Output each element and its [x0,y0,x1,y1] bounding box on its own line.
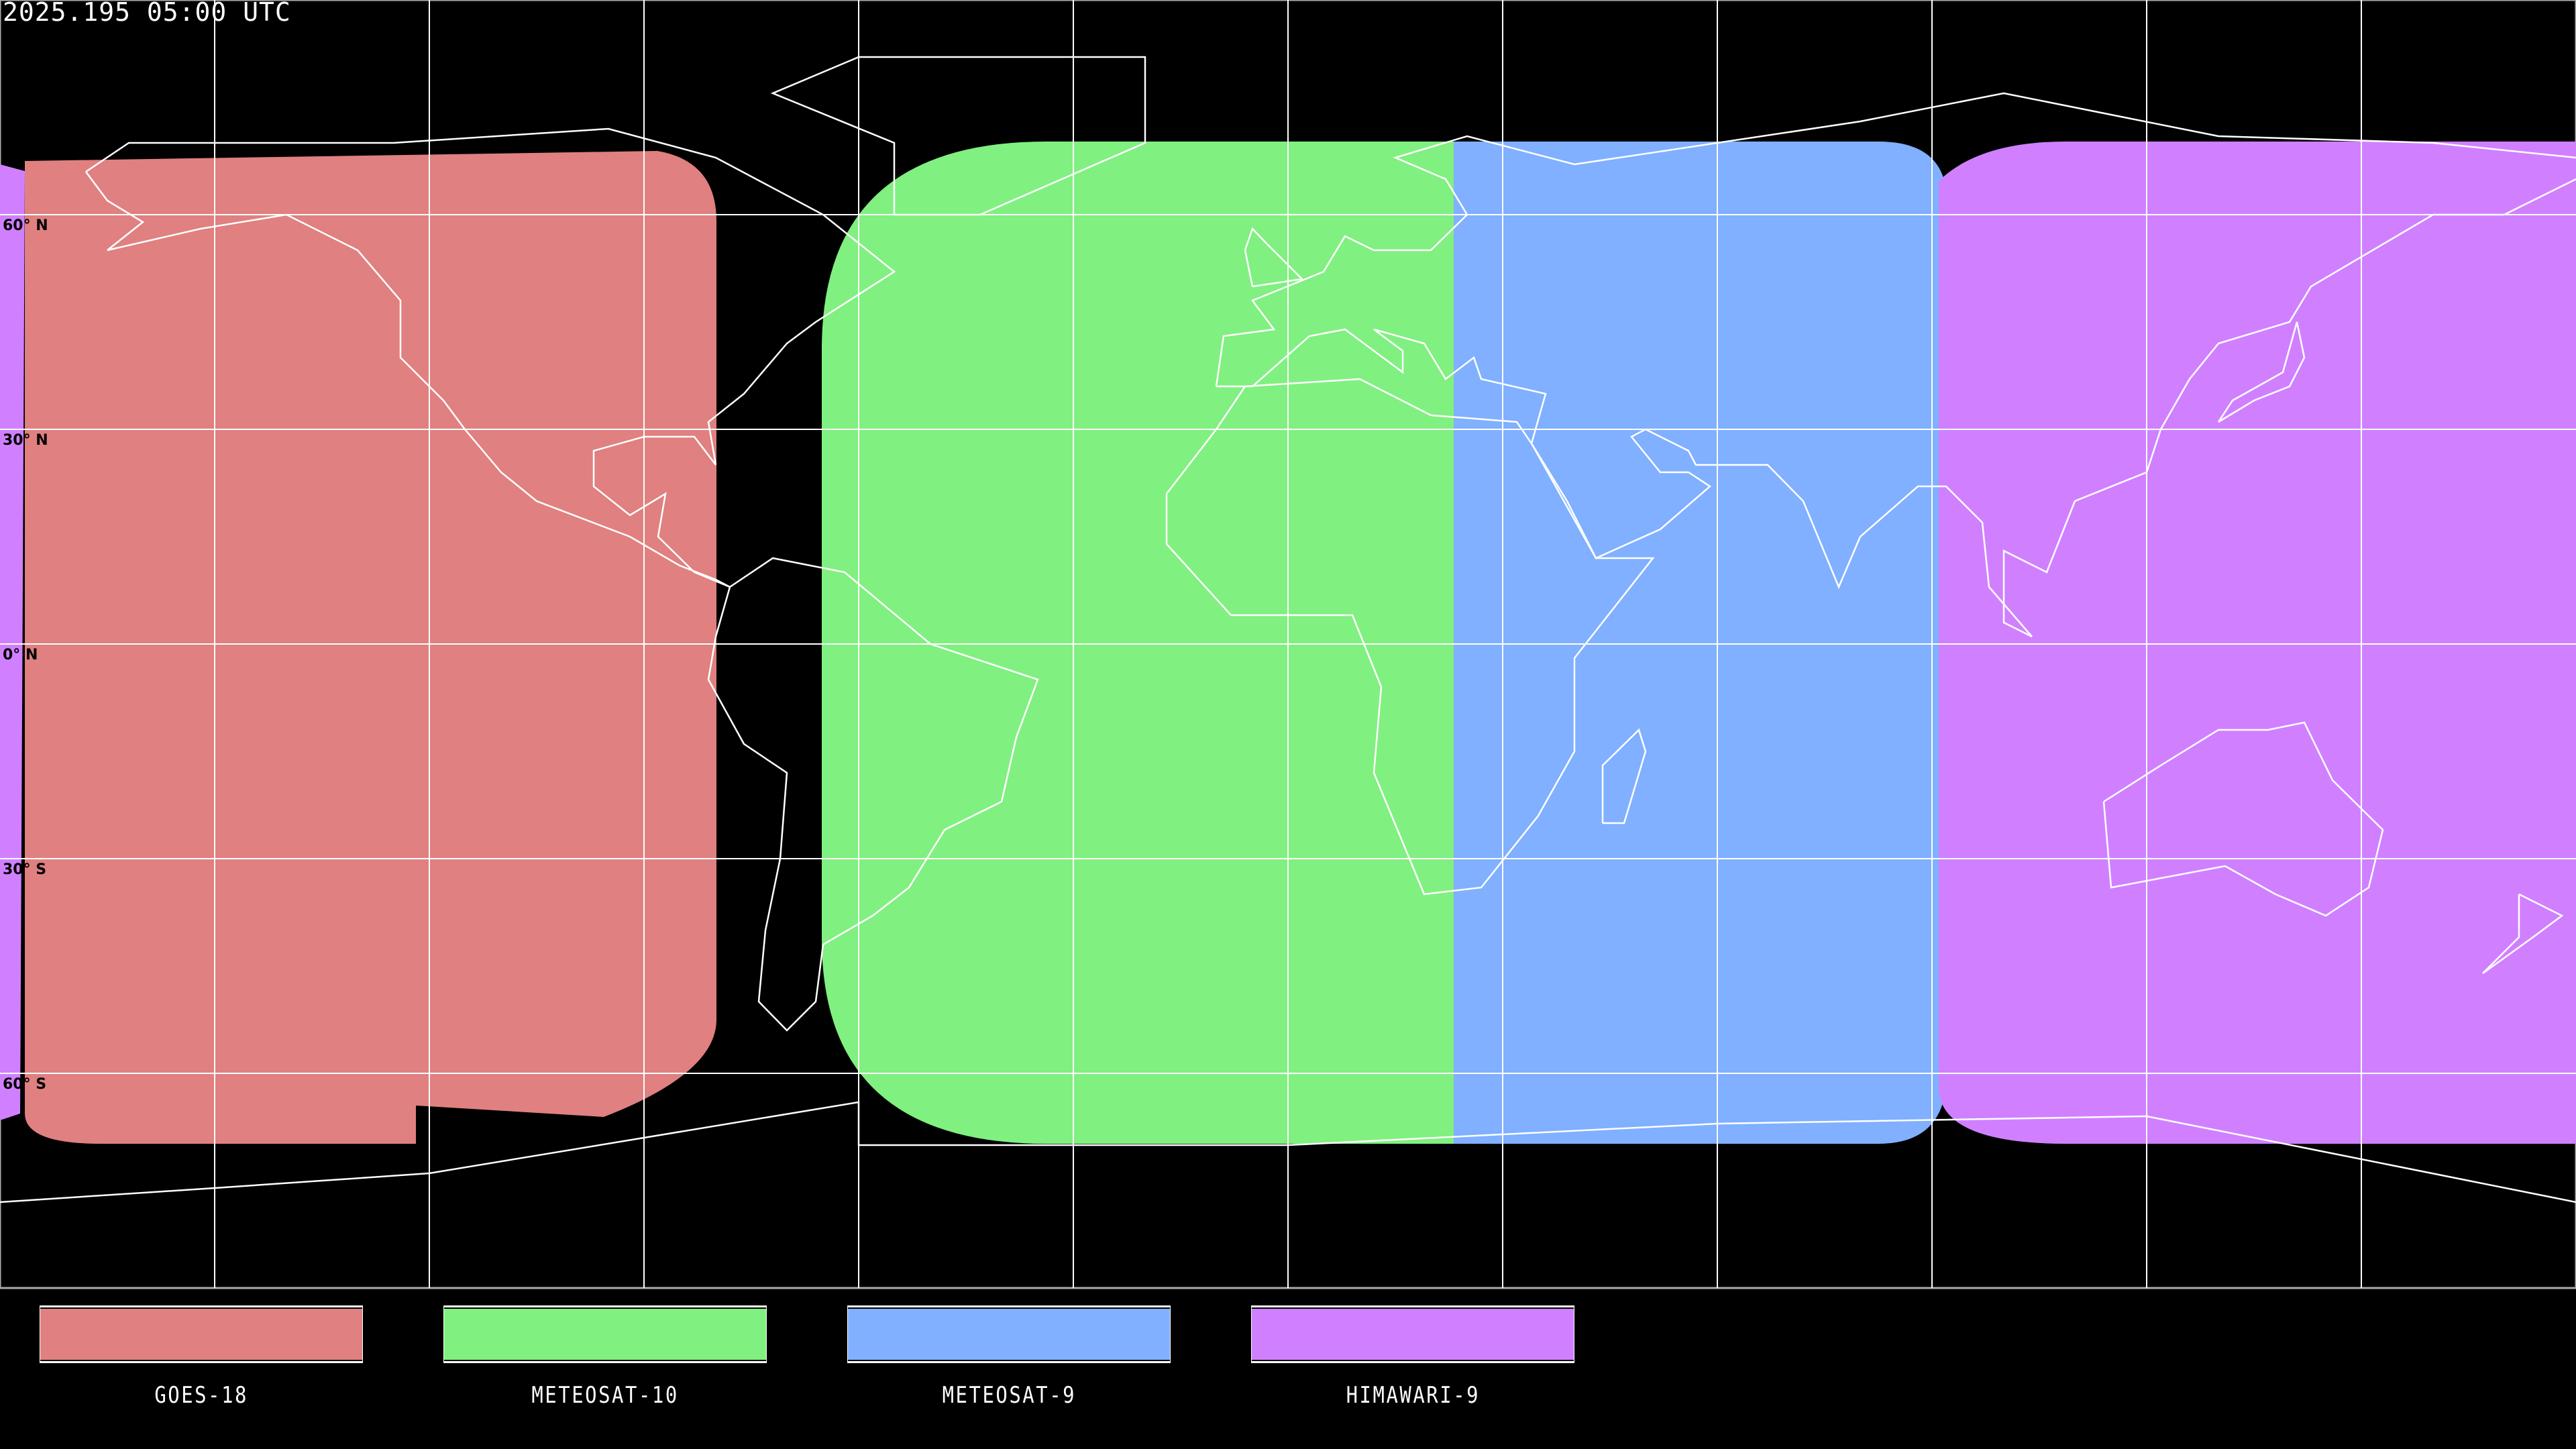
himawari-9-coverage-wrap [0,164,25,1120]
lat-label-equator: 0° N [3,647,38,663]
legend-swatch [443,1305,767,1363]
coastline [1244,227,1304,288]
legend-label: HIMAWARI-9 [1346,1382,1480,1409]
coastline [770,56,1146,216]
himawari-9-coverage [1939,142,2576,1144]
legend-label: GOES-18 [154,1382,248,1409]
lat-label-30s: 30° S [3,861,47,878]
meteosat-9-coverage [1454,142,1947,1144]
lat-label-30n: 30° N [3,432,48,449]
legend-swatch [847,1305,1171,1363]
legend-label: METEOSAT-10 [531,1382,679,1409]
coastline [2102,721,2384,917]
goes-18-coverage [25,151,716,1144]
coastline [85,127,896,588]
lat-label-60s: 60° S [3,1076,47,1093]
coastline [2217,321,2306,423]
legend-swatch [40,1305,363,1363]
meteosat-10-coverage [822,142,1454,1144]
coastline [1216,178,2576,638]
coastline [1165,378,1655,896]
legend-item-meteosat-10: METEOSAT-10 [443,1305,767,1409]
coastline [1215,92,2576,387]
legend-label: METEOSAT-9 [942,1382,1076,1409]
lat-label-60n: 60° N [3,217,48,234]
timestamp-title: 2025.195 05:00 UTC [3,0,291,27]
legend-item-goes-18: GOES-18 [40,1305,363,1409]
satellite-coverage-map [0,0,2576,1289]
coastline [1601,728,1647,824]
coastline [2482,893,2564,975]
legend: GOES-18 METEOSAT-10 METEOSAT-9 HIMAWARI-… [40,1305,1574,1409]
legend-swatch [1251,1305,1574,1363]
legend-item-himawari-9: HIMAWARI-9 [1251,1305,1574,1409]
legend-item-meteosat-9: METEOSAT-9 [847,1305,1171,1409]
coastline [707,557,1039,1032]
